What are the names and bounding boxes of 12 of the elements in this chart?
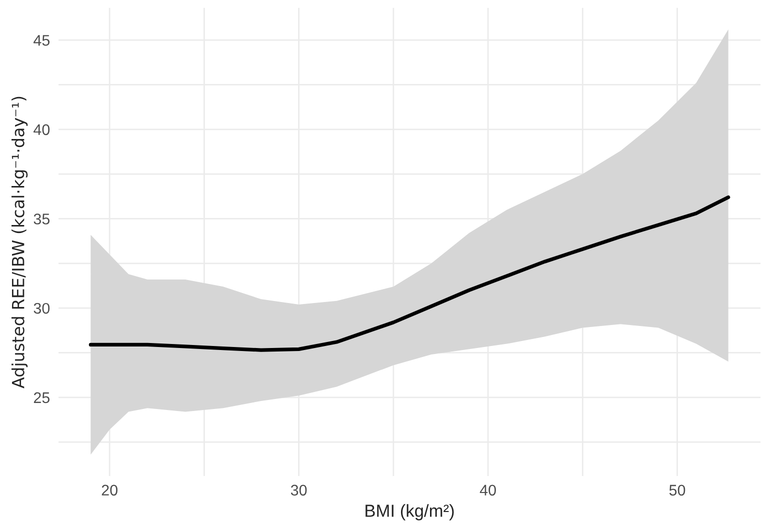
x-tick-label: 30 [290,484,307,496]
x-axis-title: BMI (kg/m²) [366,504,454,520]
y-tick-label: 30 [34,302,50,314]
y-tick-label: 25 [34,392,50,404]
x-tick-label: 50 [669,484,686,496]
y-tick-label: 40 [34,124,50,136]
y-axis-title: Adjusted REE/IBW (kcal·kg⁻¹·day⁻¹) [11,96,28,388]
x-tick-label: 40 [480,484,496,496]
x-tick-label: 20 [102,484,118,496]
line-series [88,195,730,352]
y-tick-label: 45 [34,35,50,46]
y-tick-label: 35 [34,214,50,224]
